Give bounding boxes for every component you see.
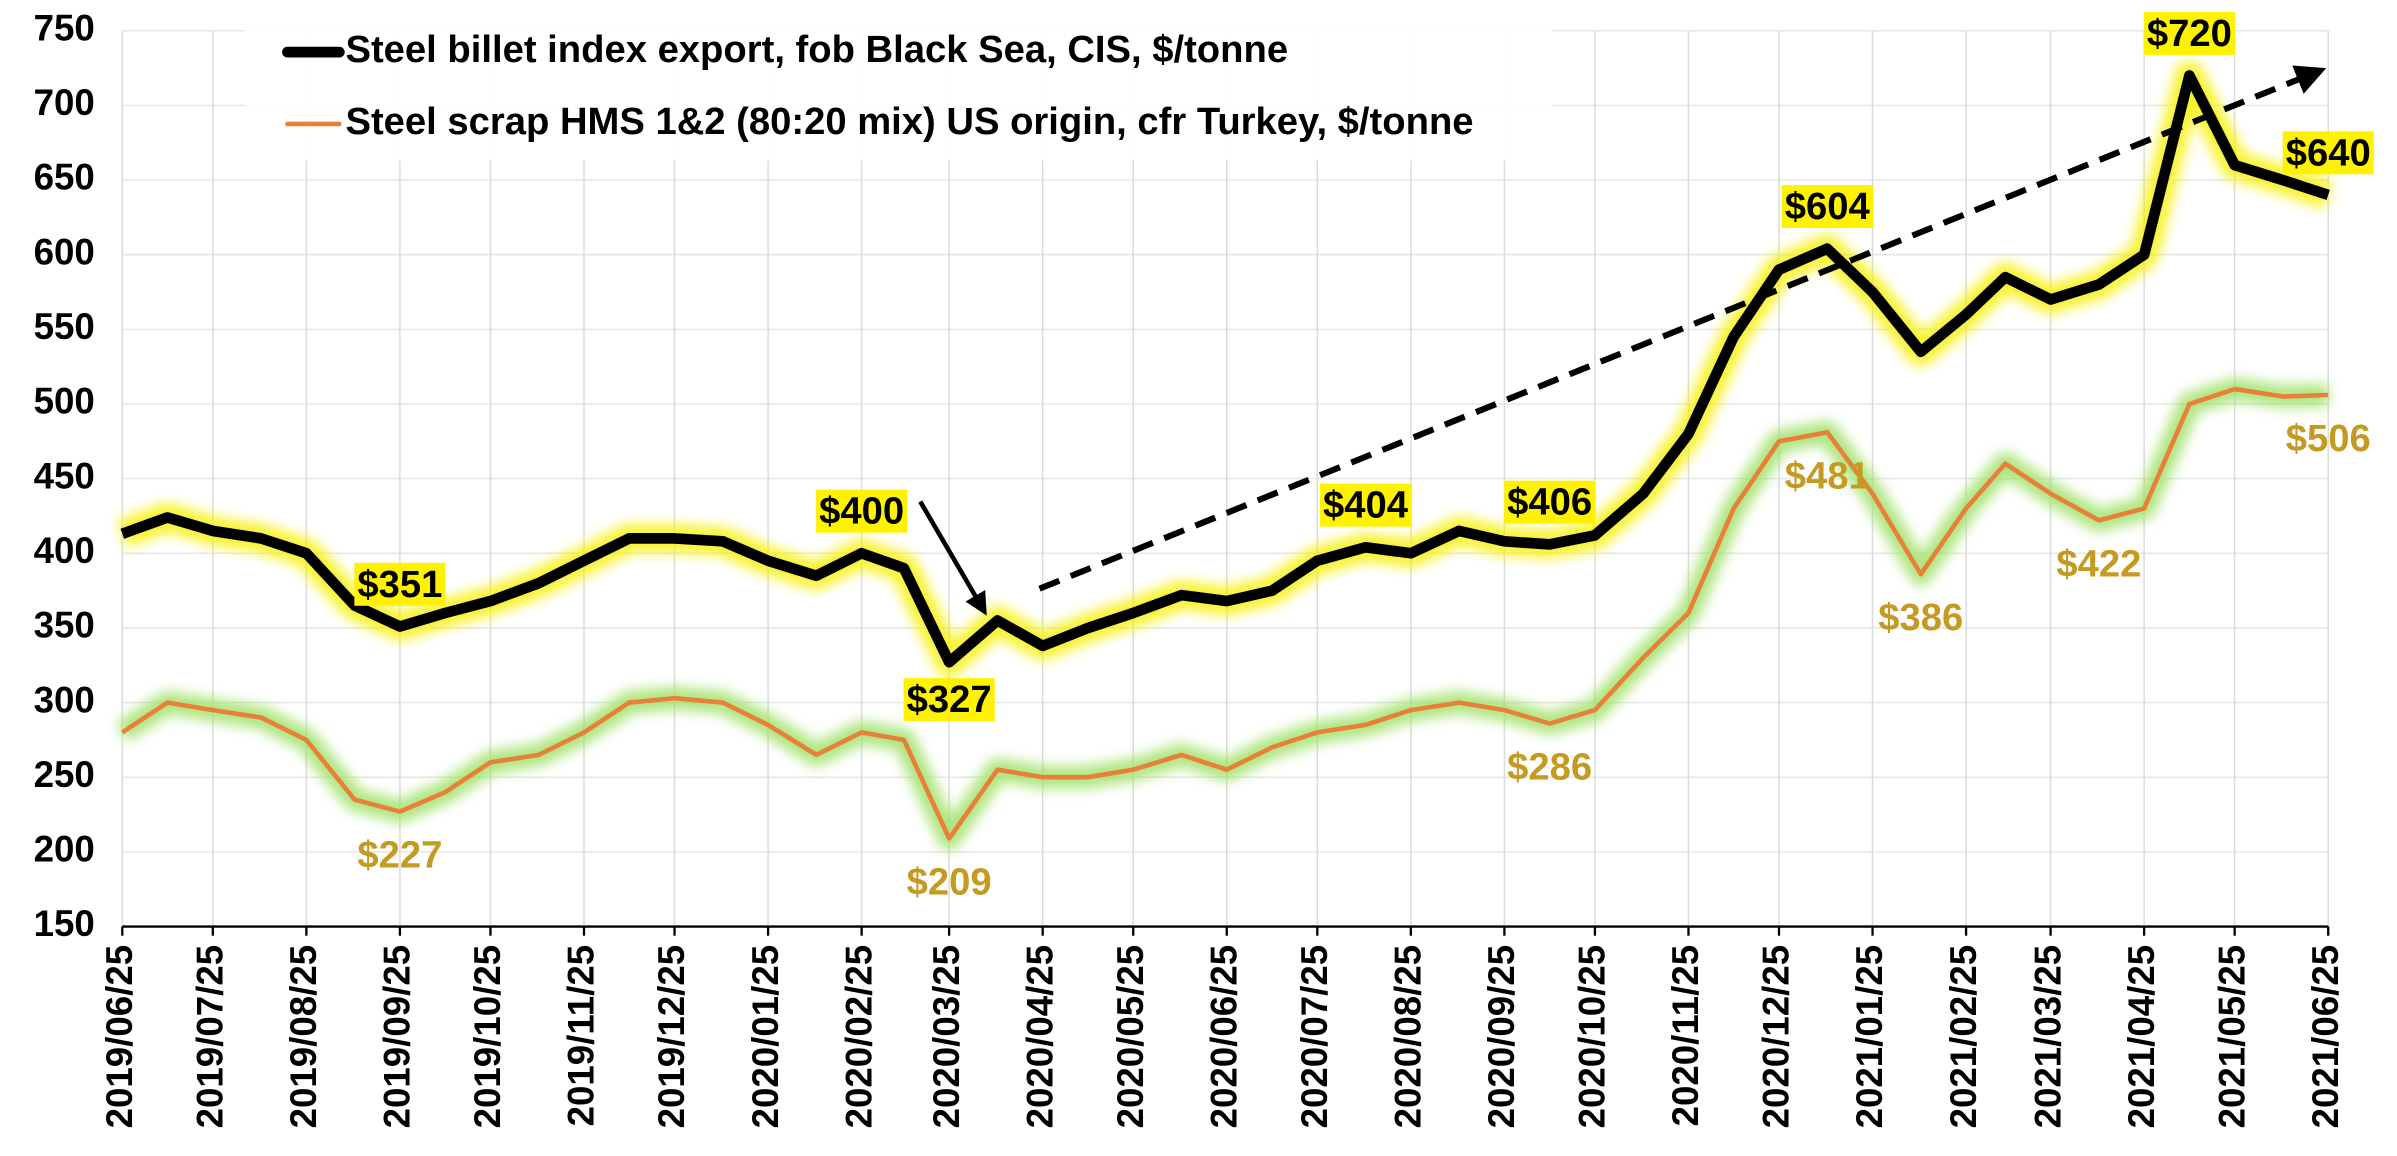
x-tick-label: 2021/01/25 xyxy=(1849,945,1890,1129)
x-tick-label: 2021/03/25 xyxy=(2027,945,2068,1129)
label-highlight xyxy=(354,562,446,606)
data-label: $404 xyxy=(1323,484,1409,527)
label-highlight xyxy=(1320,483,1412,527)
legend-box xyxy=(244,15,1552,161)
data-label: $286 xyxy=(1507,745,1592,788)
y-tick-label: 150 xyxy=(34,903,95,944)
data-label: $351 xyxy=(357,563,442,606)
x-tick-label: 2020/03/25 xyxy=(926,945,967,1129)
legend-label: Steel scrap HMS 1&2 (80:20 mix) US origi… xyxy=(345,100,1473,143)
y-tick-label: 500 xyxy=(34,381,95,422)
y-tick-label: 550 xyxy=(34,306,95,347)
x-tick-label: 2021/05/25 xyxy=(2211,945,2252,1129)
label-highlight xyxy=(1781,185,1874,229)
x-tick-label: 2020/05/25 xyxy=(1110,945,1151,1129)
label-highlight xyxy=(1504,480,1596,524)
series-line xyxy=(121,386,2329,841)
x-tick-label: 2019/11/25 xyxy=(561,945,602,1127)
y-tick-label: 650 xyxy=(34,157,95,198)
x-tick-label: 2020/06/25 xyxy=(1203,945,1244,1129)
x-tick-label: 2019/07/25 xyxy=(190,945,231,1129)
data-label: $209 xyxy=(907,860,992,903)
x-tick-label: 2020/08/25 xyxy=(1388,945,1429,1129)
series-glow xyxy=(117,60,2333,677)
x-tick-label: 2019/06/25 xyxy=(99,945,140,1129)
data-label: $640 xyxy=(2286,131,2371,174)
x-tick-label: 2019/12/25 xyxy=(651,945,692,1129)
data-label: $481 xyxy=(1785,454,1870,497)
y-tick-label: 350 xyxy=(34,605,95,646)
value-labels: $351 $400 $327 $404 $406 $604 $720 $640 $227 $209… xyxy=(354,11,2374,903)
data-label: $327 xyxy=(907,678,992,721)
y-tick-label: 400 xyxy=(34,530,95,571)
series-line xyxy=(120,70,2330,668)
label-highlight xyxy=(2282,131,2374,175)
trend-arrow xyxy=(1038,65,2327,592)
legend: Steel billet index export, fob Black Sea… xyxy=(282,28,1474,143)
label-highlight xyxy=(903,678,995,722)
x-tick-label: 2020/04/25 xyxy=(1019,945,1060,1129)
y-tick-label: 450 xyxy=(34,455,95,496)
x-tick-label: 2020/09/25 xyxy=(1481,945,1522,1129)
data-label: $422 xyxy=(2056,542,2141,585)
data-label: $400 xyxy=(819,490,904,533)
label-highlight xyxy=(816,489,908,533)
lines xyxy=(115,60,2333,850)
y-tick-label: 300 xyxy=(34,679,95,720)
x-tick-label: 2020/07/25 xyxy=(1294,945,1335,1129)
data-label: $406 xyxy=(1507,481,1592,524)
label-highlight xyxy=(2143,11,2235,55)
x-tick-label: 2020/01/25 xyxy=(745,945,786,1129)
y-tick-label: 250 xyxy=(34,754,95,795)
x-tick-label: 2020/10/25 xyxy=(1572,945,1613,1129)
x-tick-label: 2021/02/25 xyxy=(1943,945,1984,1129)
data-label: $506 xyxy=(2286,417,2371,460)
x-tick-label: 2019/09/25 xyxy=(377,945,418,1129)
data-label: $386 xyxy=(1878,596,1963,639)
grid: 150 200 250 300 350 400 450 500 550 600 650 700 750 2… xyxy=(34,7,2346,1128)
y-tick-label: 600 xyxy=(34,231,95,272)
legend-label: Steel billet index export, fob Black Sea… xyxy=(345,28,1288,71)
y-tick-label: 200 xyxy=(34,829,95,870)
data-label: $604 xyxy=(1785,185,1871,228)
pointer-arrow xyxy=(918,500,987,616)
y-tick-label: 750 xyxy=(34,7,95,48)
x-tick-label: 2019/10/25 xyxy=(467,945,508,1129)
x-tick-label: 2021/06/25 xyxy=(2305,945,2346,1129)
data-label: $227 xyxy=(357,834,442,877)
data-label: $720 xyxy=(2147,12,2232,55)
x-tick-label: 2020/11/25 xyxy=(1665,945,1706,1127)
x-tick-label: 2021/04/25 xyxy=(2121,945,2162,1129)
x-tick-label: 2020/02/25 xyxy=(838,945,879,1129)
x-tick-label: 2020/12/25 xyxy=(1756,945,1797,1129)
y-tick-label: 700 xyxy=(34,82,95,123)
x-tick-label: 2019/08/25 xyxy=(283,945,324,1129)
